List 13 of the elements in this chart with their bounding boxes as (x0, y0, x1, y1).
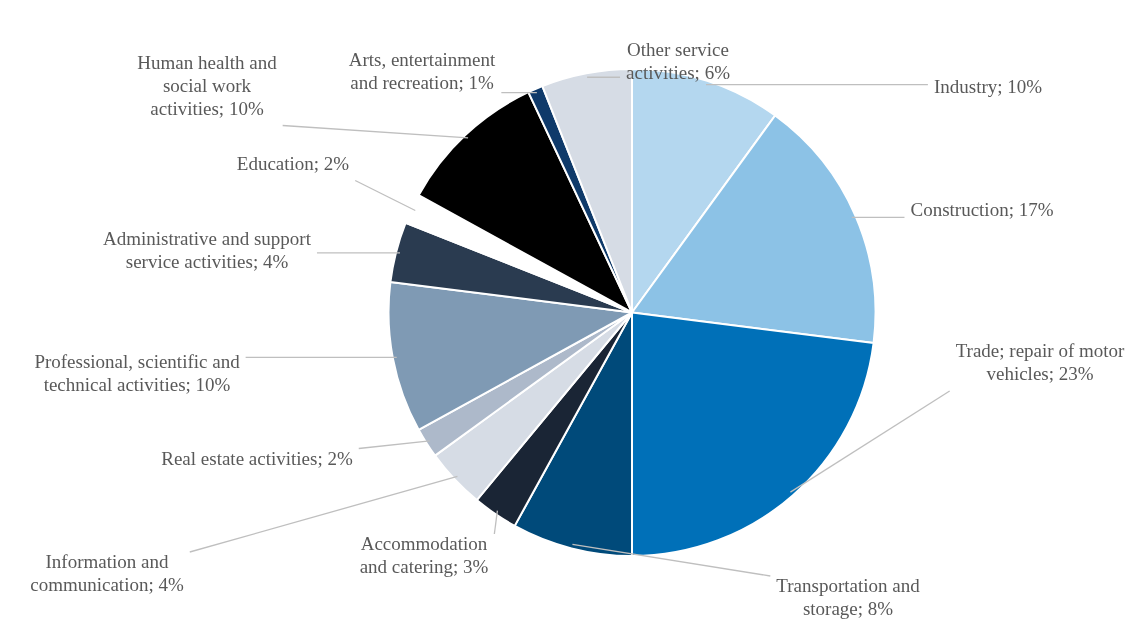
slice-label: Administrative and support service activities; 4% (103, 228, 312, 273)
slice-label: Information and communication; 4% (30, 551, 184, 596)
slice-label: Professional, scientific and technical activities; 10% (34, 351, 241, 396)
slice-label: Arts, entertainment and recreation; 1% (348, 49, 497, 94)
slice-label: Accommodation and catering; 3% (359, 533, 489, 578)
slice-label: Education; 2% (236, 152, 350, 174)
slice-label: Trade; repair of motor vehicles; 23% (955, 340, 1126, 385)
slice-label: Construction; 17% (910, 198, 1054, 220)
slice-label: Other service activities; 6% (626, 39, 731, 84)
slice-label: Transportation and storage; 8% (776, 575, 921, 620)
slice-label: Industry; 10% (933, 75, 1043, 97)
slice-label: Real estate activities; 2% (161, 447, 353, 469)
slice-label: Human health and social work activities; 10% (137, 51, 278, 119)
